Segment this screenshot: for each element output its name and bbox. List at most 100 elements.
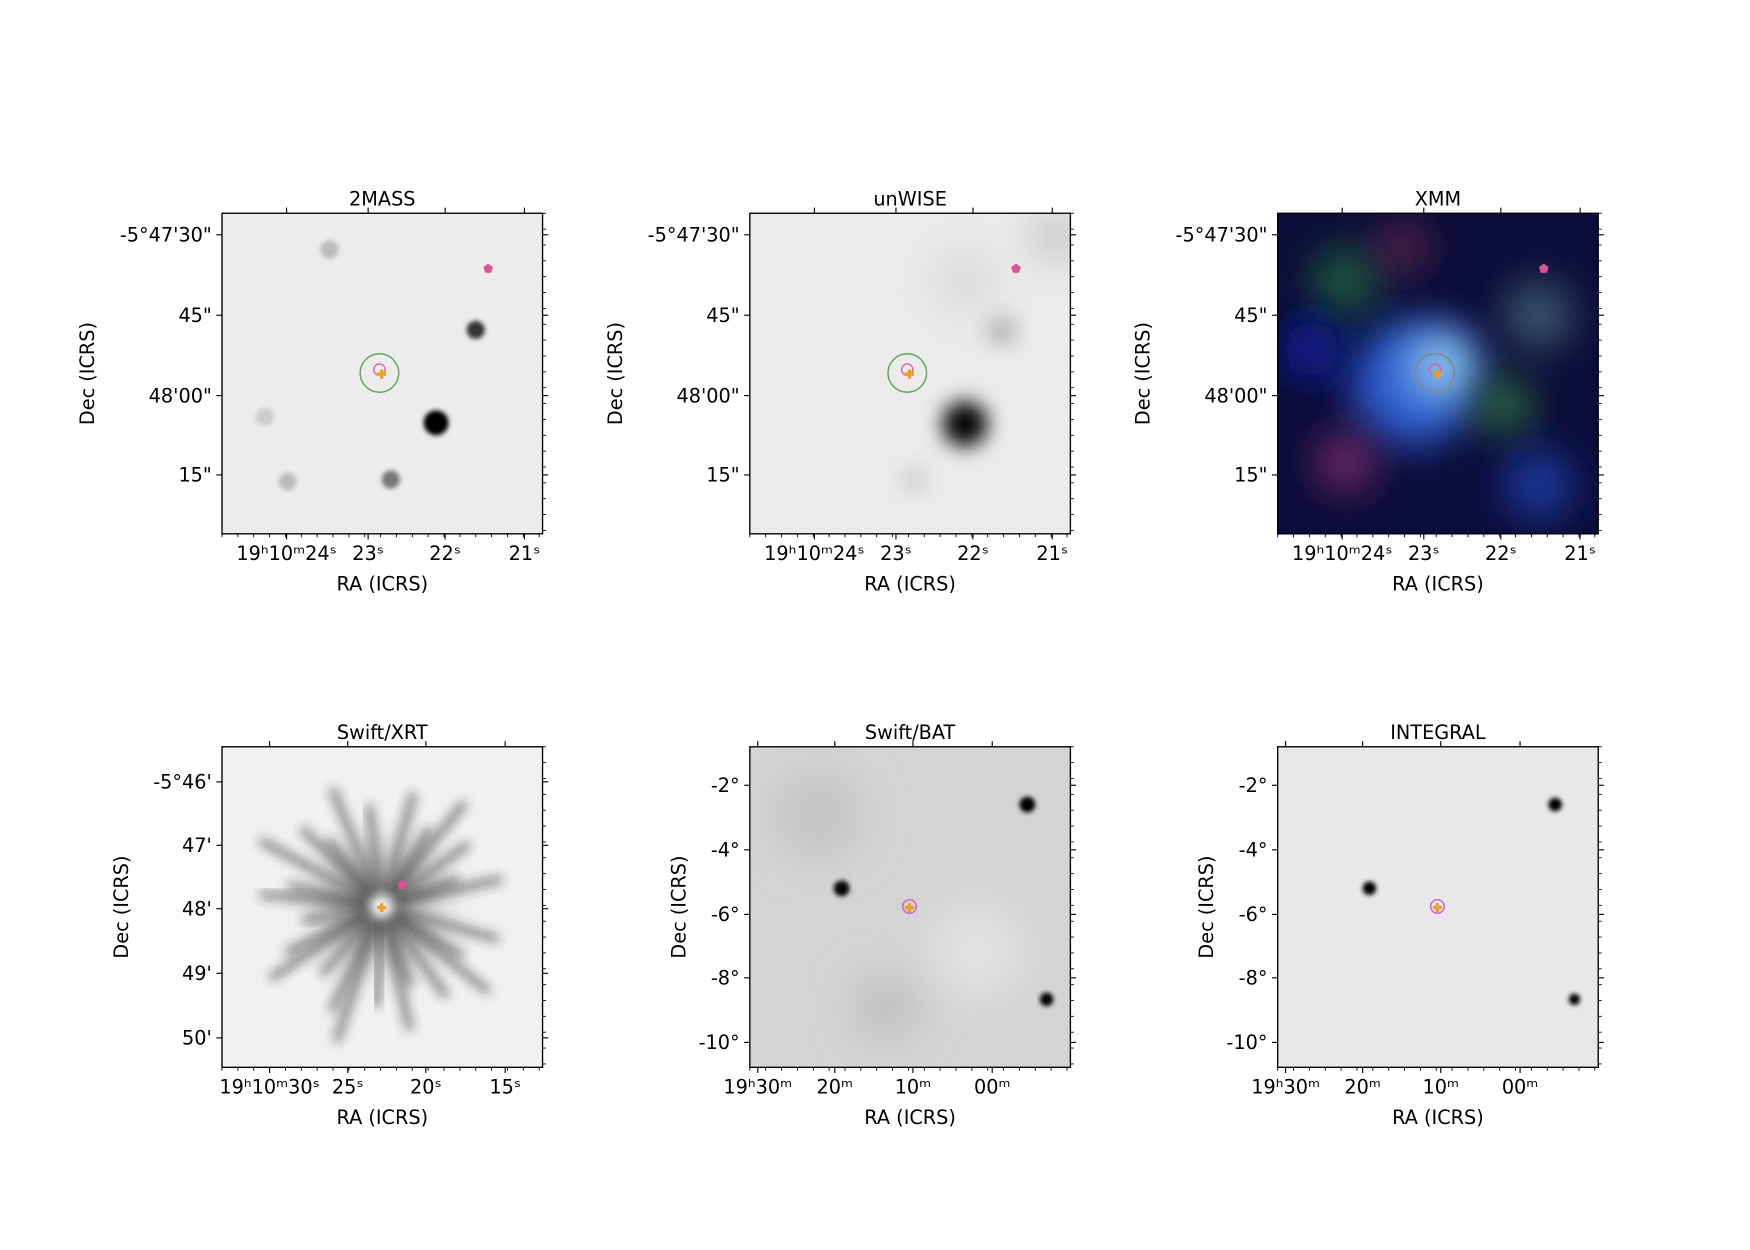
y-tick-label: 45"	[1234, 304, 1267, 327]
y-tick-label: -8°	[711, 967, 740, 990]
x-axis-label: RA (ICRS)	[1392, 572, 1484, 595]
y-tick-label: -10°	[1226, 1031, 1267, 1054]
cross-marker	[377, 369, 387, 379]
x-tick-label: 25ˢ	[332, 1075, 364, 1098]
x-tick-label: 19ʰ10ᵐ24ˢ	[764, 542, 864, 565]
x-axis-label: RA (ICRS)	[336, 1106, 428, 1129]
source-blob	[423, 410, 449, 436]
y-axis-label: Dec (ICRS)	[110, 855, 133, 958]
pentagon-marker	[397, 879, 407, 890]
cross-marker	[1432, 903, 1442, 913]
source-blob	[900, 465, 928, 494]
source-blob	[1475, 377, 1533, 435]
panel: Swift/BAT 19ʰ30ᵐ 20ᵐ 10ᵐ 00ᵐ -2° -4° -6° -8° -10°…	[667, 721, 1077, 1129]
x-tick-label: 19ʰ30ᵐ	[723, 1075, 792, 1098]
panel-title: XMM	[1415, 187, 1461, 210]
y-tick-label: -10°	[699, 1031, 740, 1054]
panel-title: INTEGRAL	[1390, 721, 1486, 744]
y-tick-label: -5°47'30"	[120, 224, 212, 247]
error-circle	[887, 352, 928, 393]
sky-image	[1277, 746, 1599, 1068]
source-blob	[1311, 247, 1380, 316]
axes-frame	[221, 212, 544, 535]
source-blob	[1039, 992, 1054, 1007]
y-tick-label: -4°	[1239, 839, 1268, 862]
panel: XMM 19ʰ10ᵐ24ˢ 23ˢ 22ˢ 21ˢ -5°47'30" 45" 48'00" 1…	[1132, 187, 1604, 595]
x-tick-label: 22ˢ	[957, 542, 989, 565]
source-blob	[466, 320, 485, 339]
source-blob	[1568, 993, 1581, 1006]
x-axis-label: RA (ICRS)	[864, 1106, 956, 1129]
panel-title: 2MASS	[349, 187, 415, 210]
x-tick-label: 19ʰ30ᵐ	[1251, 1075, 1320, 1098]
sky-image	[1277, 213, 1599, 534]
panel-title: unWISE	[873, 187, 947, 210]
panel-title: Swift/BAT	[865, 721, 956, 744]
y-tick-label: 48'00"	[1204, 384, 1267, 407]
y-tick-label: -8°	[1239, 967, 1268, 990]
x-tick-label: 20ˢ	[410, 1075, 442, 1098]
x-tick-label: 20ᵐ	[817, 1075, 854, 1098]
source-blob	[942, 401, 988, 447]
source-blob	[320, 240, 339, 259]
x-tick-label: 21ˢ	[509, 542, 541, 565]
y-tick-label: 49'	[182, 962, 212, 985]
panel-title: Swift/XRT	[337, 721, 428, 744]
y-axis-label: Dec (ICRS)	[1195, 855, 1218, 958]
x-tick-label: 19ʰ10ᵐ24ˢ	[1292, 542, 1392, 565]
y-tick-label: 45"	[178, 304, 211, 327]
y-axis-label: Dec (ICRS)	[1132, 322, 1155, 425]
x-tick-label: 23ˢ	[352, 542, 384, 565]
panel: Swift/XRT 19ʰ10ᵐ30ˢ 25ˢ 20ˢ 15ˢ -5°46' 47' 48' 4…	[110, 721, 549, 1129]
x-tick-label: 00ᵐ	[974, 1075, 1011, 1098]
y-tick-label: -6°	[1239, 903, 1268, 926]
pentagon-marker	[1011, 263, 1021, 273]
y-tick-label: -5°47'30"	[1176, 224, 1268, 247]
y-tick-label: 15"	[178, 464, 211, 487]
y-tick-label: -5°47'30"	[648, 224, 740, 247]
cross-marker	[905, 903, 915, 913]
x-axis-label: RA (ICRS)	[1392, 1106, 1484, 1129]
pentagon-marker	[1538, 263, 1549, 273]
source-blob	[1033, 213, 1071, 259]
x-tick-label: 19ʰ10ᵐ30ˢ	[219, 1075, 319, 1098]
x-tick-label: 10ᵐ	[1423, 1075, 1460, 1098]
source-blob	[1019, 796, 1036, 813]
axes-frame	[749, 212, 1072, 535]
source-blob	[1504, 451, 1573, 520]
source-blob	[931, 247, 1000, 316]
y-tick-label: 48'00"	[149, 384, 212, 407]
y-axis-label: Dec (ICRS)	[667, 855, 690, 958]
x-tick-label: 19ʰ10ᵐ24ˢ	[236, 542, 336, 565]
y-axis-label: Dec (ICRS)	[604, 322, 627, 425]
position-circle	[902, 898, 918, 915]
cross-marker	[377, 903, 387, 913]
x-tick-label: 22ˢ	[1485, 542, 1517, 565]
error-circle	[1415, 352, 1456, 393]
axes-frame	[221, 746, 544, 1068]
x-tick-label: 00ᵐ	[1502, 1075, 1538, 1098]
y-tick-label: 47'	[182, 834, 212, 857]
x-tick-label: 20ᵐ	[1344, 1075, 1380, 1098]
source-blob	[851, 973, 920, 1042]
axes-frame	[1276, 746, 1599, 1068]
y-tick-label: -2°	[711, 774, 740, 797]
y-tick-label: -5°46'	[153, 771, 212, 794]
source-blob	[255, 408, 275, 427]
source-blob	[1407, 332, 1476, 401]
sky-image	[749, 746, 1071, 1068]
source-blob	[833, 880, 850, 897]
panel: INTEGRAL 19ʰ30ᵐ 20ᵐ 10ᵐ 00ᵐ -2° -4° -6° -8° -10° R…	[1195, 721, 1604, 1129]
position-circle	[1429, 898, 1445, 915]
y-tick-label: 48'	[182, 898, 212, 921]
x-tick-label: 23ˢ	[880, 542, 912, 565]
source-blob	[772, 769, 864, 861]
y-tick-label: 45"	[706, 304, 739, 327]
x-tick-label: 21ˢ	[1036, 542, 1068, 565]
source-blob	[278, 472, 297, 491]
x-tick-label: 10ᵐ	[895, 1075, 932, 1098]
x-tick-label: 15ˢ	[489, 1075, 521, 1098]
y-tick-label: -6°	[711, 903, 740, 926]
x-tick-label: 22ˢ	[429, 542, 461, 565]
sky-image	[222, 746, 543, 1068]
